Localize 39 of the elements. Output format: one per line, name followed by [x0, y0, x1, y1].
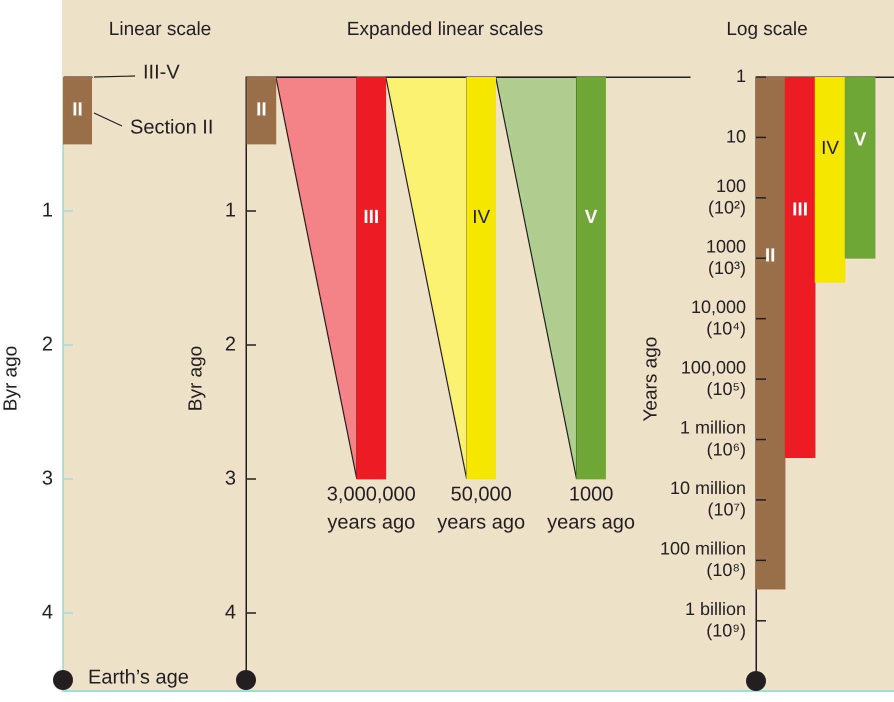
y-tick-label: 100 million (10⁸): [660, 538, 746, 580]
chart-title: Log scale: [726, 19, 808, 40]
annotation: 50,000 years ago: [437, 484, 526, 534]
y-tick-label: 1 billion (10⁹): [684, 598, 746, 641]
x-tick-label: II: [764, 246, 776, 266]
annotation: Section II: [130, 116, 214, 139]
y-tick-label: 1: [224, 200, 236, 222]
y-tick-label: 100,000 (10⁵): [680, 357, 746, 399]
y-tick-label: 10 million (10⁷): [670, 478, 746, 520]
text: III-V: [143, 62, 180, 84]
annotation: Earth’s age: [88, 666, 189, 689]
y-tick-label: 2: [42, 334, 53, 356]
chart-title: Linear scale: [108, 19, 212, 40]
y-tick-label: 4: [42, 602, 53, 624]
y-tick-label: 1000 (10³): [706, 236, 746, 278]
x-tick-label: V: [584, 206, 598, 228]
annotation: 3,000,000 years ago: [326, 484, 416, 534]
x-tick-label: IV: [472, 206, 490, 228]
x-tick-label: IV: [821, 138, 840, 160]
y-axis-title: Byr ago: [0, 346, 22, 412]
x-tick-label: III: [363, 206, 380, 228]
chart-title: Expanded linear scales: [346, 19, 544, 40]
y-tick-label: 4: [224, 602, 236, 624]
y-tick-label: 1: [42, 200, 53, 222]
y-axis-title: Byr ago: [186, 346, 207, 412]
y-tick-label: 100 (10²): [708, 176, 746, 218]
y-tick-label: 10,000 (10⁴): [690, 296, 746, 338]
x-tick-label: III: [792, 199, 808, 220]
y-axis-title: Years ago: [640, 336, 662, 422]
y-tick-label: 10: [726, 126, 746, 146]
x-tick-label: II: [256, 100, 267, 121]
x-tick-label: II: [72, 100, 83, 121]
y-tick-label: 3: [224, 468, 236, 490]
y-tick-label: 2: [224, 334, 236, 356]
annotation: 1000 years ago: [547, 484, 636, 534]
y-tick-label: 1: [736, 66, 746, 86]
y-tick-label: 1 million (10⁶): [680, 418, 746, 460]
x-tick-label: V: [854, 130, 867, 151]
y-tick-label: 3: [42, 468, 53, 490]
